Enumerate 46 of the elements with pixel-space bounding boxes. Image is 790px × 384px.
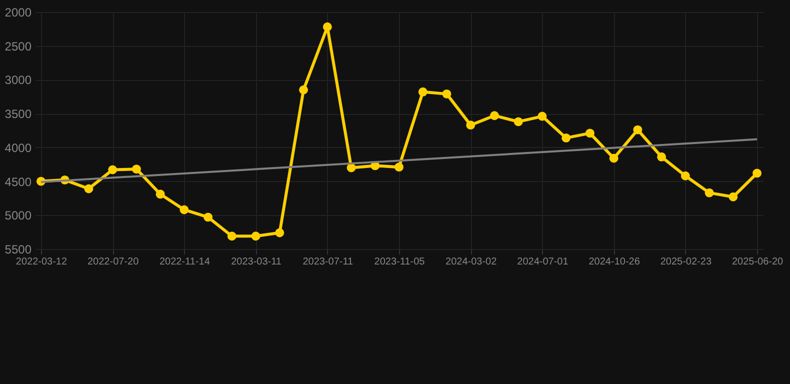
point: [275, 228, 284, 238]
point: [204, 212, 213, 222]
point: [728, 192, 738, 202]
y-tick-label: 2000: [4, 6, 32, 20]
y-tick-label: 4000: [4, 140, 32, 155]
point: [538, 112, 547, 121]
point: [680, 171, 690, 180]
point: [562, 133, 571, 142]
x-tick-label: 2024-10-26: [588, 256, 640, 268]
x-tick-label: 2023-07-11: [302, 256, 354, 268]
point: [251, 232, 260, 241]
x-tick-label: 2025-06-20: [732, 256, 784, 268]
point: [704, 188, 714, 198]
x-tick-label: 2025-02-23: [660, 256, 712, 268]
x-tick-label: 2024-03-02: [446, 256, 498, 268]
point: [490, 111, 499, 120]
point: [418, 87, 428, 96]
x-tick-label: 2023-03-11: [231, 256, 282, 268]
x-tick-label: 2022-07-20: [87, 256, 140, 268]
x-tick-label: 2022-11-14: [159, 256, 210, 268]
y-tick-label: 3000: [4, 73, 32, 88]
point: [609, 154, 618, 163]
x-tick-label: 2023-11-05: [374, 256, 426, 268]
point: [156, 190, 165, 199]
point: [180, 205, 189, 214]
y-tick-label: 4500: [4, 174, 32, 189]
point: [84, 184, 94, 194]
point: [108, 165, 118, 174]
point: [585, 128, 594, 138]
point: [752, 168, 762, 178]
point: [442, 89, 452, 98]
y-tick-label: 3500: [4, 107, 32, 122]
point: [394, 162, 404, 172]
point: [633, 125, 642, 134]
point: [132, 164, 141, 174]
point: [227, 232, 236, 241]
point: [299, 85, 308, 94]
point: [322, 22, 332, 32]
x-tick-label: 2022-03-12: [16, 256, 68, 268]
y-tick-label: 5000: [4, 208, 32, 223]
y-tick-label: 2500: [4, 39, 32, 54]
x-tick-label: 2024-07-01: [517, 256, 569, 268]
point: [514, 117, 523, 126]
point: [466, 120, 476, 130]
point: [657, 152, 666, 162]
y-tick-label: 5500: [4, 242, 32, 256]
